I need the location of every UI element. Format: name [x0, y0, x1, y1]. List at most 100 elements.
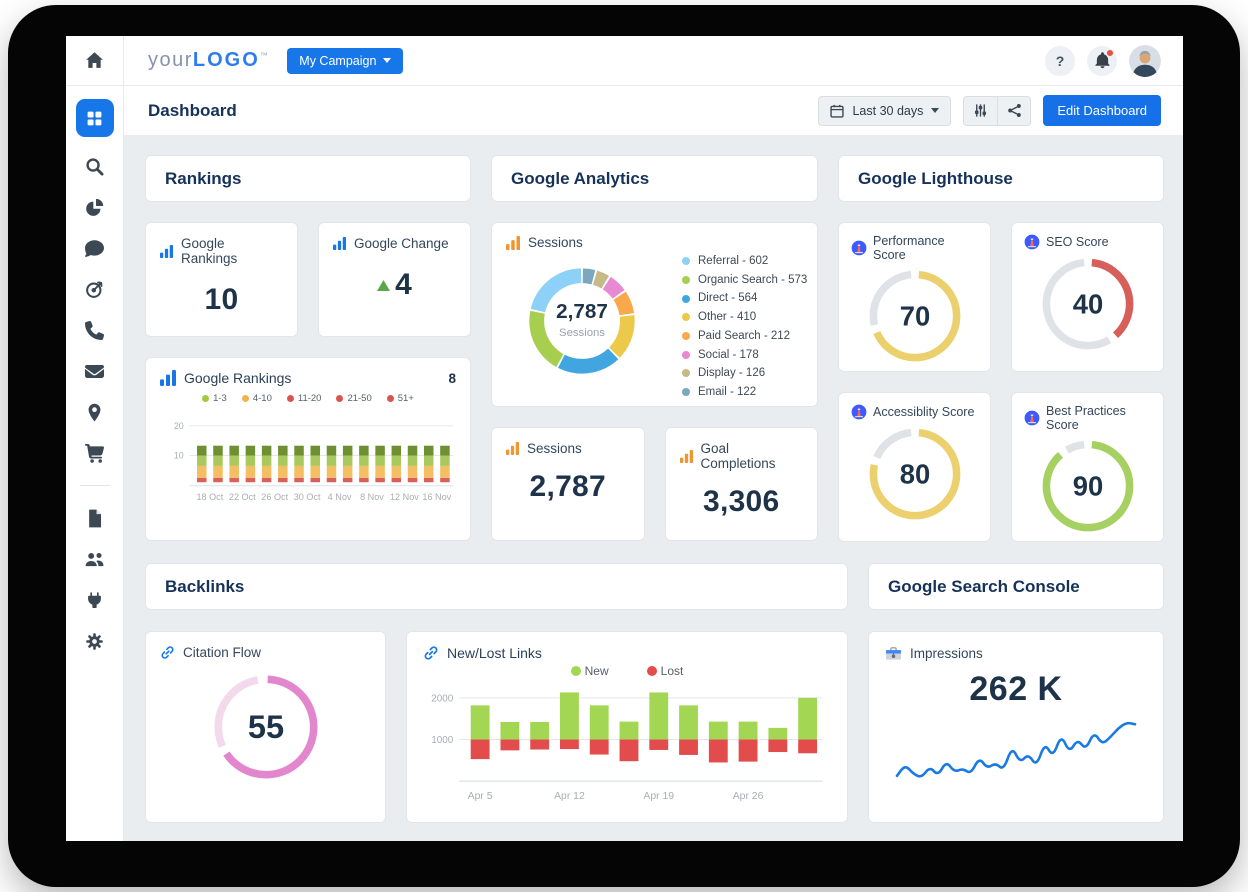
svg-text:Apr 12: Apr 12: [554, 791, 585, 802]
plug-icon: [88, 591, 101, 608]
donut-legend-item: Social - 178: [682, 347, 807, 363]
section-title: Backlinks: [165, 576, 245, 596]
citation-flow-card[interactable]: Citation Flow 55: [145, 631, 386, 823]
page-toolbar: Dashboard Last 30 days Edit Dashboard: [124, 86, 1183, 135]
date-range-label: Last 30 days: [852, 103, 924, 118]
lighthouse-icon: [851, 240, 867, 256]
gauge-title: Performance Score: [873, 234, 945, 262]
sessions-stat-card[interactable]: Sessions 2,787: [491, 427, 645, 541]
chart-title: New/Lost Links: [447, 645, 542, 661]
bar-chart-icon: [679, 449, 693, 463]
chart-title: Citation Flow: [183, 645, 262, 660]
stat-value: 262 K: [969, 670, 1063, 708]
sessions-donut-card[interactable]: Sessions 2,787 Sessions Referral - 602 Or…: [491, 222, 818, 407]
bar-chart-icon: [160, 370, 176, 386]
stat-value: 4: [395, 268, 412, 301]
sidebar-item-email[interactable]: [76, 359, 114, 383]
notifications-button[interactable]: [1087, 45, 1117, 76]
envelope-icon: [85, 364, 104, 378]
svg-text:30 Oct: 30 Oct: [294, 492, 321, 502]
sidebar-divider: [79, 485, 110, 486]
lighthouse-gauge-card-1[interactable]: SEO Score 40: [1011, 222, 1164, 372]
rankings-legend-item: 21-50: [336, 393, 372, 404]
sidebar-item-calls[interactable]: [76, 318, 114, 342]
impressions-sparkline: [895, 721, 1137, 778]
dashboard-app: your LOGO ™ My Campaign ? Dashboard: [66, 36, 1183, 841]
sidebar-item-team[interactable]: [76, 547, 114, 571]
top-header: your LOGO ™ My Campaign ?: [124, 36, 1183, 86]
sidebar-item-reviews[interactable]: [76, 236, 114, 260]
citation-flow-gauge: 55: [213, 675, 318, 779]
stat-value: 2,787: [529, 470, 607, 503]
logo-tm: ™: [259, 51, 270, 60]
search-console-icon: [886, 647, 901, 660]
rankings-column: Rankings Google Rankings 10: [145, 155, 471, 542]
legend-dot: [682, 294, 690, 303]
sidebar-item-search[interactable]: [76, 154, 114, 178]
donut-center-label: Sessions: [559, 327, 605, 339]
impressions-card[interactable]: Impressions 262 K: [868, 631, 1164, 823]
user-avatar[interactable]: [1129, 44, 1161, 77]
score-gauge: 40: [1042, 258, 1133, 350]
page-title: Dashboard: [148, 100, 237, 120]
sidebar-item-ecommerce[interactable]: [76, 441, 114, 465]
lighthouse-gauge-grid: Performance Score 70 SEO Score 40 Accessibli…: [838, 222, 1164, 542]
donut-legend-item: Other - 410: [682, 309, 807, 325]
svg-text:1000: 1000: [431, 735, 454, 746]
section-header-search-console: Google Search Console: [868, 563, 1164, 610]
lighthouse-icon: [1024, 410, 1040, 426]
avatar-image: [1129, 44, 1161, 77]
sidebar-item-home[interactable]: [76, 49, 114, 73]
legend-label-new: New: [584, 664, 609, 678]
rankings-legend-item: 4-10: [241, 393, 272, 404]
svg-text:Apr 26: Apr 26: [733, 791, 764, 802]
donut-legend-item: Direct - 564: [682, 290, 807, 306]
new-lost-bar-chart: 2000 1000 Apr 5 Apr 12 Apr 19 Apr 26: [431, 692, 823, 802]
svg-text:Apr 19: Apr 19: [643, 791, 674, 802]
svg-text:Apr 5: Apr 5: [468, 791, 493, 802]
donut-legend: Referral - 602 Organic Search - 573 Direct…: [682, 253, 807, 400]
sidebar-item-dashboard[interactable]: [75, 99, 114, 137]
goal-target-icon: [86, 281, 103, 298]
bar-chart-icon: [333, 237, 346, 250]
lighthouse-gauge-card-2[interactable]: Accessiblity Score 80: [838, 392, 991, 542]
goal-completions-stat-card[interactable]: Goal Completions 3,306: [664, 427, 818, 541]
sidebar-item-integrations[interactable]: [76, 588, 114, 612]
google-rankings-stat-card[interactable]: Google Rankings 10: [145, 222, 298, 337]
sidebar-item-local[interactable]: [76, 400, 114, 424]
filter-sliders-button[interactable]: [964, 97, 997, 125]
google-rankings-chart-card[interactable]: Google Rankings 8 1-3 4-10 11-20 21-50 51+ 2…: [145, 357, 471, 541]
gauge-title: Best Practices Score: [1046, 404, 1126, 432]
lighthouse-gauge-card-0[interactable]: Performance Score 70: [838, 222, 991, 372]
share-icon: [1008, 104, 1021, 117]
svg-text:18 Oct: 18 Oct: [196, 492, 223, 502]
lighthouse-icon: [851, 404, 867, 420]
score-gauge: 90: [1042, 440, 1133, 532]
dashboard-content: Rankings Google Rankings 10: [124, 135, 1183, 841]
rankings-legend-item: 51+: [386, 393, 414, 404]
svg-text:22 Oct: 22 Oct: [229, 492, 256, 502]
google-change-stat-card[interactable]: Google Change 4: [318, 222, 471, 337]
sidebar-item-analytics[interactable]: [76, 195, 114, 219]
new-lost-links-card[interactable]: New/Lost Links New Lost 2000 1000 Apr 5 Apr…: [406, 631, 848, 823]
help-button[interactable]: ?: [1045, 45, 1075, 76]
share-button[interactable]: [997, 96, 1030, 125]
date-range-button[interactable]: Last 30 days: [818, 95, 952, 126]
svg-text:20: 20: [174, 421, 184, 431]
campaign-dropdown-button[interactable]: My Campaign: [287, 47, 404, 74]
lighthouse-gauge-card-3[interactable]: Best Practices Score 90: [1011, 392, 1164, 542]
chart-badge: 8: [448, 370, 456, 386]
edit-dashboard-button[interactable]: Edit Dashboard: [1043, 95, 1161, 126]
chevron-down-icon: [931, 108, 940, 113]
notification-badge: [1106, 48, 1114, 57]
sessions-donut-chart: 2,787 Sessions: [529, 268, 635, 374]
sidebar-item-settings[interactable]: [76, 629, 114, 653]
gauge-title: Accessiblity Score: [873, 405, 975, 419]
calendar-icon: [830, 104, 845, 118]
sidebar-item-reports[interactable]: [76, 506, 114, 530]
users-icon: [85, 552, 104, 566]
bar-chart-icon: [506, 235, 520, 250]
sidebar-item-goals[interactable]: [76, 277, 114, 301]
stat-value: 10: [204, 283, 239, 316]
